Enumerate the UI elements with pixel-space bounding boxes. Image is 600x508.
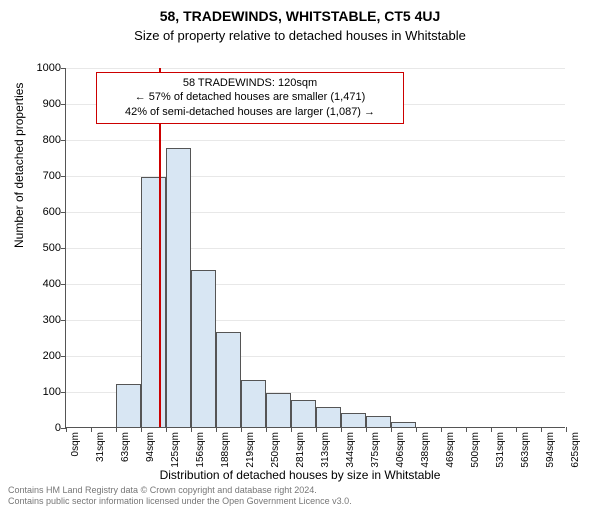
x-tick-label: 313sqm	[320, 432, 331, 468]
y-tick-mark	[61, 140, 66, 141]
y-tick-mark	[61, 392, 66, 393]
x-tick-mark	[291, 427, 292, 432]
histogram-bar	[391, 422, 416, 427]
x-tick-label: 219sqm	[245, 432, 256, 468]
histogram-bar	[266, 393, 291, 427]
x-tick-label: 438sqm	[420, 432, 431, 468]
x-tick-label: 156sqm	[195, 432, 206, 468]
y-tick-mark	[61, 68, 66, 69]
y-tick-mark	[61, 284, 66, 285]
x-tick-mark	[391, 427, 392, 432]
x-tick-mark	[366, 427, 367, 432]
footer-line2: Contains public sector information licen…	[8, 496, 352, 506]
y-tick-mark	[61, 248, 66, 249]
y-tick-mark	[61, 356, 66, 357]
y-tick-label: 100	[21, 386, 61, 398]
footer-attribution: Contains HM Land Registry data © Crown c…	[8, 485, 352, 506]
callout-line2: ← 57% of detached houses are smaller (1,…	[105, 90, 395, 105]
x-tick-label: 625sqm	[570, 432, 581, 468]
histogram-bar	[366, 416, 391, 427]
y-tick-label: 500	[21, 242, 61, 254]
x-tick-mark	[541, 427, 542, 432]
callout-line1: 58 TRADEWINDS: 120sqm	[105, 76, 395, 91]
histogram-bar	[216, 332, 241, 427]
y-tick-label: 1000	[21, 62, 61, 74]
chart-area: 010020030040050060070080090010000sqm31sq…	[65, 68, 565, 428]
y-tick-label: 700	[21, 170, 61, 182]
x-tick-label: 531sqm	[495, 432, 506, 468]
x-tick-mark	[66, 427, 67, 432]
x-tick-mark	[216, 427, 217, 432]
y-tick-mark	[61, 212, 66, 213]
x-tick-label: 94sqm	[145, 432, 156, 462]
y-tick-mark	[61, 104, 66, 105]
y-tick-mark	[61, 176, 66, 177]
x-tick-label: 188sqm	[220, 432, 231, 468]
histogram-bar	[341, 413, 366, 427]
x-tick-label: 375sqm	[370, 432, 381, 468]
callout-box: 58 TRADEWINDS: 120sqm← 57% of detached h…	[96, 72, 404, 125]
x-tick-mark	[491, 427, 492, 432]
x-tick-mark	[166, 427, 167, 432]
y-tick-label: 800	[21, 134, 61, 146]
x-tick-mark	[566, 427, 567, 432]
callout-line3: 42% of semi-detached houses are larger (…	[105, 105, 395, 120]
histogram-bar	[116, 384, 141, 427]
x-tick-label: 125sqm	[170, 432, 181, 468]
y-tick-mark	[61, 320, 66, 321]
x-tick-label: 0sqm	[70, 432, 81, 456]
x-tick-mark	[466, 427, 467, 432]
y-tick-label: 600	[21, 206, 61, 218]
histogram-bar	[316, 407, 341, 427]
histogram-bar	[141, 177, 166, 427]
x-tick-label: 563sqm	[520, 432, 531, 468]
grid-line	[66, 68, 565, 69]
x-tick-mark	[266, 427, 267, 432]
plot-area: 010020030040050060070080090010000sqm31sq…	[65, 68, 565, 428]
x-tick-label: 63sqm	[120, 432, 131, 462]
x-tick-mark	[516, 427, 517, 432]
x-tick-label: 500sqm	[470, 432, 481, 468]
x-tick-label: 281sqm	[295, 432, 306, 468]
y-tick-label: 400	[21, 278, 61, 290]
x-tick-label: 250sqm	[270, 432, 281, 468]
x-tick-mark	[116, 427, 117, 432]
x-tick-mark	[316, 427, 317, 432]
x-tick-label: 31sqm	[95, 432, 106, 462]
y-tick-label: 0	[21, 422, 61, 434]
histogram-bar	[291, 400, 316, 427]
page-title: 58, TRADEWINDS, WHITSTABLE, CT5 4UJ	[0, 8, 600, 24]
histogram-bar	[166, 148, 191, 427]
y-tick-label: 200	[21, 350, 61, 362]
x-tick-mark	[91, 427, 92, 432]
x-tick-label: 406sqm	[395, 432, 406, 468]
x-tick-mark	[441, 427, 442, 432]
y-tick-label: 900	[21, 98, 61, 110]
histogram-bar	[191, 270, 216, 427]
x-axis-label: Distribution of detached houses by size …	[0, 468, 600, 482]
x-tick-label: 344sqm	[345, 432, 356, 468]
x-tick-mark	[416, 427, 417, 432]
x-tick-label: 469sqm	[445, 432, 456, 468]
x-tick-mark	[341, 427, 342, 432]
chart-subtitle: Size of property relative to detached ho…	[0, 28, 600, 43]
footer-line1: Contains HM Land Registry data © Crown c…	[8, 485, 352, 495]
x-tick-mark	[241, 427, 242, 432]
y-tick-label: 300	[21, 314, 61, 326]
x-tick-mark	[191, 427, 192, 432]
histogram-bar	[241, 380, 266, 427]
x-tick-mark	[141, 427, 142, 432]
x-tick-label: 594sqm	[545, 432, 556, 468]
grid-line	[66, 140, 565, 141]
